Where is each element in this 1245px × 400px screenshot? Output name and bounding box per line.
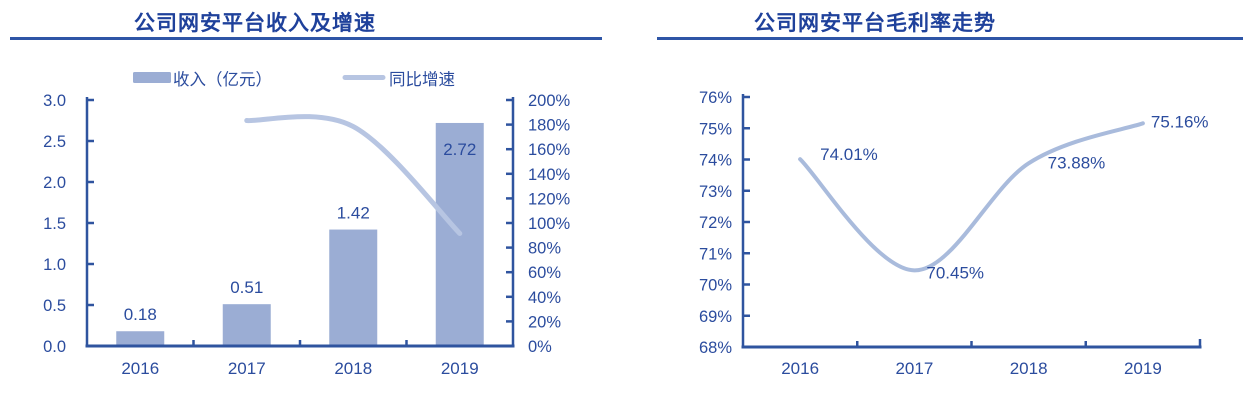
- right-axis-tick: 0%: [528, 338, 552, 356]
- axes: [85, 97, 515, 348]
- left-axis-tick: 1.5: [43, 215, 66, 233]
- left-axis-tick: 1.0: [43, 256, 66, 274]
- right-axis-tick: 120%: [528, 190, 571, 208]
- margin-line: [798, 121, 1145, 273]
- y-axis-tick: 70%: [699, 277, 732, 295]
- right-axis-tick: 20%: [528, 313, 561, 331]
- right-axis-tick: 160%: [528, 141, 571, 159]
- x-axis-label: 2019: [1124, 359, 1162, 378]
- gross-margin-plot: 76% 75% 74% 73% 72% 71% 70% 69% 68% 2016 2017 2018 2…: [699, 89, 1209, 378]
- revenue-chart-title: 公司网安平台收入及增速: [134, 12, 376, 35]
- x-axis-label: 2017: [895, 359, 933, 378]
- legend-line-label: 同比增速: [389, 70, 455, 89]
- x-axis-label: 2016: [781, 359, 819, 378]
- right-axis-tick: 140%: [528, 166, 571, 184]
- revenue-bars: [116, 122, 484, 347]
- point-value-label: 74.01%: [820, 145, 878, 164]
- bar-value-label: 2.72: [443, 140, 476, 159]
- y-axis-tick: 73%: [699, 183, 732, 201]
- legend-bar-swatch: [133, 72, 171, 83]
- bar-value-label: 0.51: [230, 278, 263, 297]
- left-axis-tick: 3.0: [43, 92, 66, 110]
- y-axis-tick: 71%: [699, 245, 732, 263]
- y-axis-tick: 69%: [699, 308, 732, 326]
- legend-bar-label: 收入（亿元）: [173, 70, 272, 89]
- bar-value-label: 0.18: [124, 305, 157, 324]
- right-axis-tick: 100%: [528, 215, 571, 233]
- right-axis-tick: 180%: [528, 117, 571, 135]
- right-axis-tick: 200%: [528, 92, 571, 110]
- revenue-growth-chart-card: 公司网安平台收入及增速 收入（亿元） 同比增速 3.0 2.5 2.0 1.5 1.0 0.5…: [10, 0, 602, 400]
- left-axis-tick: 2.0: [43, 174, 66, 192]
- x-axis-label: 2018: [1010, 359, 1048, 378]
- y-axis-tick: 72%: [699, 214, 732, 232]
- y-axis-tick: 74%: [699, 152, 732, 170]
- right-axis-tick: 40%: [528, 289, 561, 307]
- right-axis-tick: 60%: [528, 264, 561, 282]
- axes: [741, 94, 1202, 349]
- y-axis-tick: 68%: [699, 339, 732, 357]
- revenue-growth-plot: 收入（亿元） 同比增速 3.0 2.5 2.0 1.5 1.0 0.5 0.0 200% 180% 1…: [43, 70, 571, 378]
- point-value-label: 75.16%: [1151, 112, 1209, 131]
- legend: 收入（亿元） 同比增速: [133, 70, 455, 89]
- point-value-label: 70.45%: [926, 263, 984, 282]
- growth-line: [244, 114, 463, 236]
- x-axis-label: 2019: [441, 359, 479, 378]
- bar-2018: [329, 229, 378, 346]
- y-axis-tick: 76%: [699, 89, 732, 107]
- x-axis-label: 2017: [228, 359, 266, 378]
- margin-chart-title: 公司网安平台毛利率走势: [754, 12, 996, 35]
- right-axis-tick: 80%: [528, 240, 561, 258]
- bar-2017: [222, 304, 271, 346]
- y-axis-tick: 75%: [699, 120, 732, 138]
- left-axis-tick: 0.0: [43, 338, 66, 356]
- title-underline: [657, 37, 1243, 40]
- left-axis-tick: 2.5: [43, 133, 66, 151]
- left-axis-tick: 0.5: [43, 297, 66, 315]
- x-axis-label: 2018: [334, 359, 372, 378]
- point-value-label: 73.88%: [1048, 153, 1106, 172]
- x-axis-label: 2016: [121, 359, 159, 378]
- title-underline: [10, 37, 602, 40]
- bar-value-label: 1.42: [337, 204, 370, 223]
- bar-2016: [116, 331, 165, 346]
- gross-margin-chart-card: 公司网安平台毛利率走势 76% 75% 74% 73% 72% 71% 70% 69% 68% 2…: [645, 0, 1245, 400]
